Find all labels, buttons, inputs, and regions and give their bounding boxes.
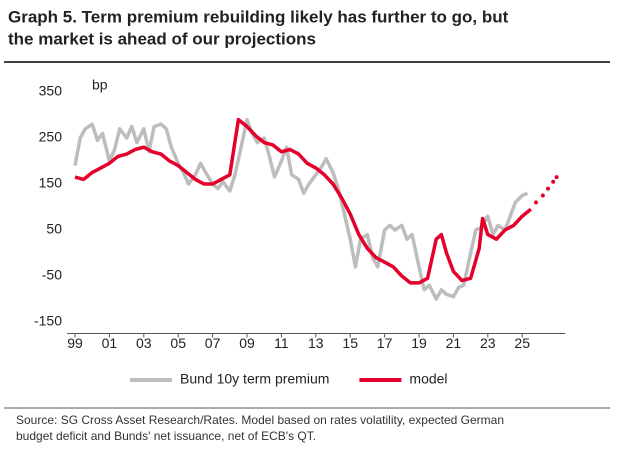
x-tick-label: 25	[514, 335, 530, 351]
series-line	[73, 117, 529, 301]
y-tick-label: 350	[39, 83, 63, 99]
projection-dot	[546, 186, 550, 191]
source: Source: SG Cross Asset Research/Rates. M…	[16, 413, 504, 427]
y-tick-label: 150	[39, 175, 63, 191]
series-line	[74, 117, 532, 285]
x-tick-label: 99	[67, 335, 83, 351]
y-tick-label: 50	[46, 221, 62, 237]
x-tick-label: 01	[102, 335, 118, 351]
y-unit: bp	[92, 77, 108, 93]
projection-dot	[551, 179, 556, 184]
x-tick-label: 13	[308, 335, 324, 351]
y-tick-label: -150	[34, 313, 62, 329]
y-tick-label: 250	[39, 129, 63, 145]
x-tick-label: 05	[170, 335, 186, 351]
legend-label: model	[409, 371, 447, 387]
x-tick-label: 19	[411, 335, 427, 351]
x-tick-label: 15	[342, 335, 358, 351]
x-tick-label: 17	[377, 335, 393, 351]
x-tick-label: 21	[446, 335, 462, 351]
x-tick-label: 11	[274, 335, 289, 351]
x-tick-label: 23	[480, 335, 496, 351]
chart-title: Graph 5. Term premium rebuilding likely …	[8, 7, 509, 26]
projection-dot	[554, 175, 559, 180]
x-tick-label: 03	[136, 335, 152, 351]
projection-dot	[540, 193, 545, 198]
source: budget deficit and Bunds' net issuance, …	[16, 429, 316, 443]
chart-title: the market is ahead of our projections	[8, 29, 316, 48]
projection-dot	[533, 200, 538, 205]
y-tick-label: -50	[42, 267, 62, 283]
x-tick-label: 07	[205, 335, 221, 351]
x-tick-label: 09	[239, 335, 255, 351]
legend-label: Bund 10y term premium	[180, 371, 329, 387]
